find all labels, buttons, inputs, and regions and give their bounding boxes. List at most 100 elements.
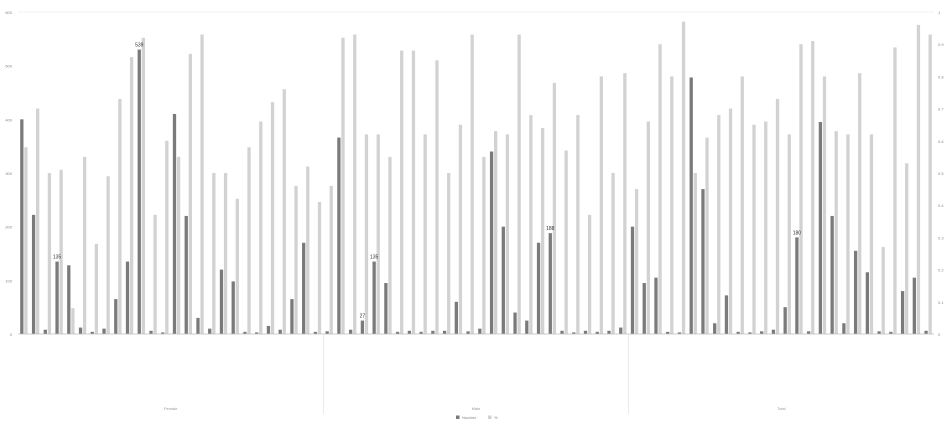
bar-percent <box>846 134 850 334</box>
y2-tick-label: 0.4 <box>938 203 944 208</box>
bar-number <box>407 330 412 334</box>
bar-percent <box>341 37 345 334</box>
bar-percent <box>165 140 169 334</box>
y2-tick-label: 0.7 <box>938 107 944 112</box>
bar-number <box>865 272 870 334</box>
bar-percent <box>587 214 592 334</box>
bar-percent <box>717 115 721 334</box>
bar-percent <box>517 34 521 334</box>
bar-percent <box>705 137 709 334</box>
bar-percent <box>106 176 110 334</box>
bar-percent <box>681 21 686 334</box>
bar-percent <box>94 243 99 334</box>
bar-number <box>736 331 740 334</box>
data-label: 27 <box>360 314 366 320</box>
bar-percent <box>611 173 615 334</box>
legend-label: Number <box>462 415 477 420</box>
bar-percent <box>799 44 803 334</box>
bar-number <box>607 330 611 334</box>
y-tick-label: 600 <box>5 10 12 15</box>
bar-percent <box>400 50 404 334</box>
y2-tick-label: 0.1 <box>938 300 944 305</box>
bar-percent <box>435 60 439 335</box>
bar-number <box>137 49 141 335</box>
bar-percent <box>658 44 662 334</box>
bar-number <box>771 329 776 334</box>
bar-number <box>489 151 494 334</box>
bar-percent <box>552 82 557 334</box>
bar-percent <box>670 76 674 335</box>
bar-percent <box>223 173 228 334</box>
bar-number <box>302 242 306 334</box>
bar-number <box>525 320 529 334</box>
bar-number <box>349 329 353 334</box>
bar-number <box>560 330 564 334</box>
bar-number <box>149 330 153 334</box>
y-tick-label: 0 <box>10 332 13 337</box>
bar-percent <box>294 185 298 334</box>
bar-percent <box>59 169 63 334</box>
bar-number <box>501 226 505 334</box>
bar-percent <box>329 185 333 334</box>
bar-number <box>219 269 224 334</box>
bar-number <box>818 122 823 335</box>
bar-percent <box>118 98 122 334</box>
bar-percent <box>353 34 357 334</box>
bar-percent <box>36 108 40 334</box>
bar-number <box>208 328 212 334</box>
legend-swatch-percent <box>488 415 492 419</box>
bar-number <box>55 261 59 334</box>
bar-number <box>912 277 916 334</box>
group-label: Female <box>164 406 178 411</box>
bar-number <box>572 332 576 334</box>
bar-number <box>231 281 235 334</box>
bar-percent <box>423 134 427 334</box>
y2-tick-label: 0 <box>938 332 941 337</box>
bar-percent <box>787 134 791 334</box>
bar-number <box>431 330 435 334</box>
y2-tick-label: 0.6 <box>938 139 944 144</box>
y2-tick-label: 0.2 <box>938 268 944 273</box>
bar-percent <box>470 34 474 334</box>
bar-percent <box>482 156 486 334</box>
y2-tick-label: 1 <box>938 10 941 15</box>
data-label: 135 <box>53 255 62 261</box>
bar-percent <box>129 57 134 335</box>
bar-number <box>877 331 881 334</box>
bar-percent <box>188 53 192 335</box>
bar-percent <box>212 173 216 334</box>
bar-percent <box>916 24 921 334</box>
bar-percent <box>306 166 310 334</box>
bar-percent <box>411 50 416 334</box>
bar-number <box>31 214 36 334</box>
bar-number <box>325 331 329 334</box>
bar-percent <box>811 40 815 334</box>
bar-percent <box>505 134 510 334</box>
legend-swatch-number <box>456 415 460 419</box>
bar-percent <box>775 98 780 334</box>
data-label: 135 <box>370 255 379 261</box>
bar-percent <box>24 147 28 334</box>
y-tick-label: 100 <box>5 278 12 283</box>
bar-number <box>548 233 552 334</box>
bar-number <box>43 329 47 334</box>
bar-percent <box>905 163 909 334</box>
bar-number <box>701 189 705 334</box>
y2-tick-label: 0.3 <box>938 235 944 240</box>
bar-percent <box>141 37 145 334</box>
bar-percent <box>235 198 239 334</box>
bar-percent <box>494 131 498 334</box>
bar-number <box>266 325 271 334</box>
bar-percent <box>599 76 603 335</box>
bar-number <box>842 323 846 334</box>
bar-percent <box>447 173 451 334</box>
bar-number <box>114 299 118 334</box>
bar-percent <box>47 173 52 334</box>
bar-number <box>924 330 928 334</box>
y-tick-label: 200 <box>5 225 12 230</box>
bar-number <box>442 330 447 334</box>
bar-percent <box>881 247 885 334</box>
bar-number <box>125 261 130 334</box>
